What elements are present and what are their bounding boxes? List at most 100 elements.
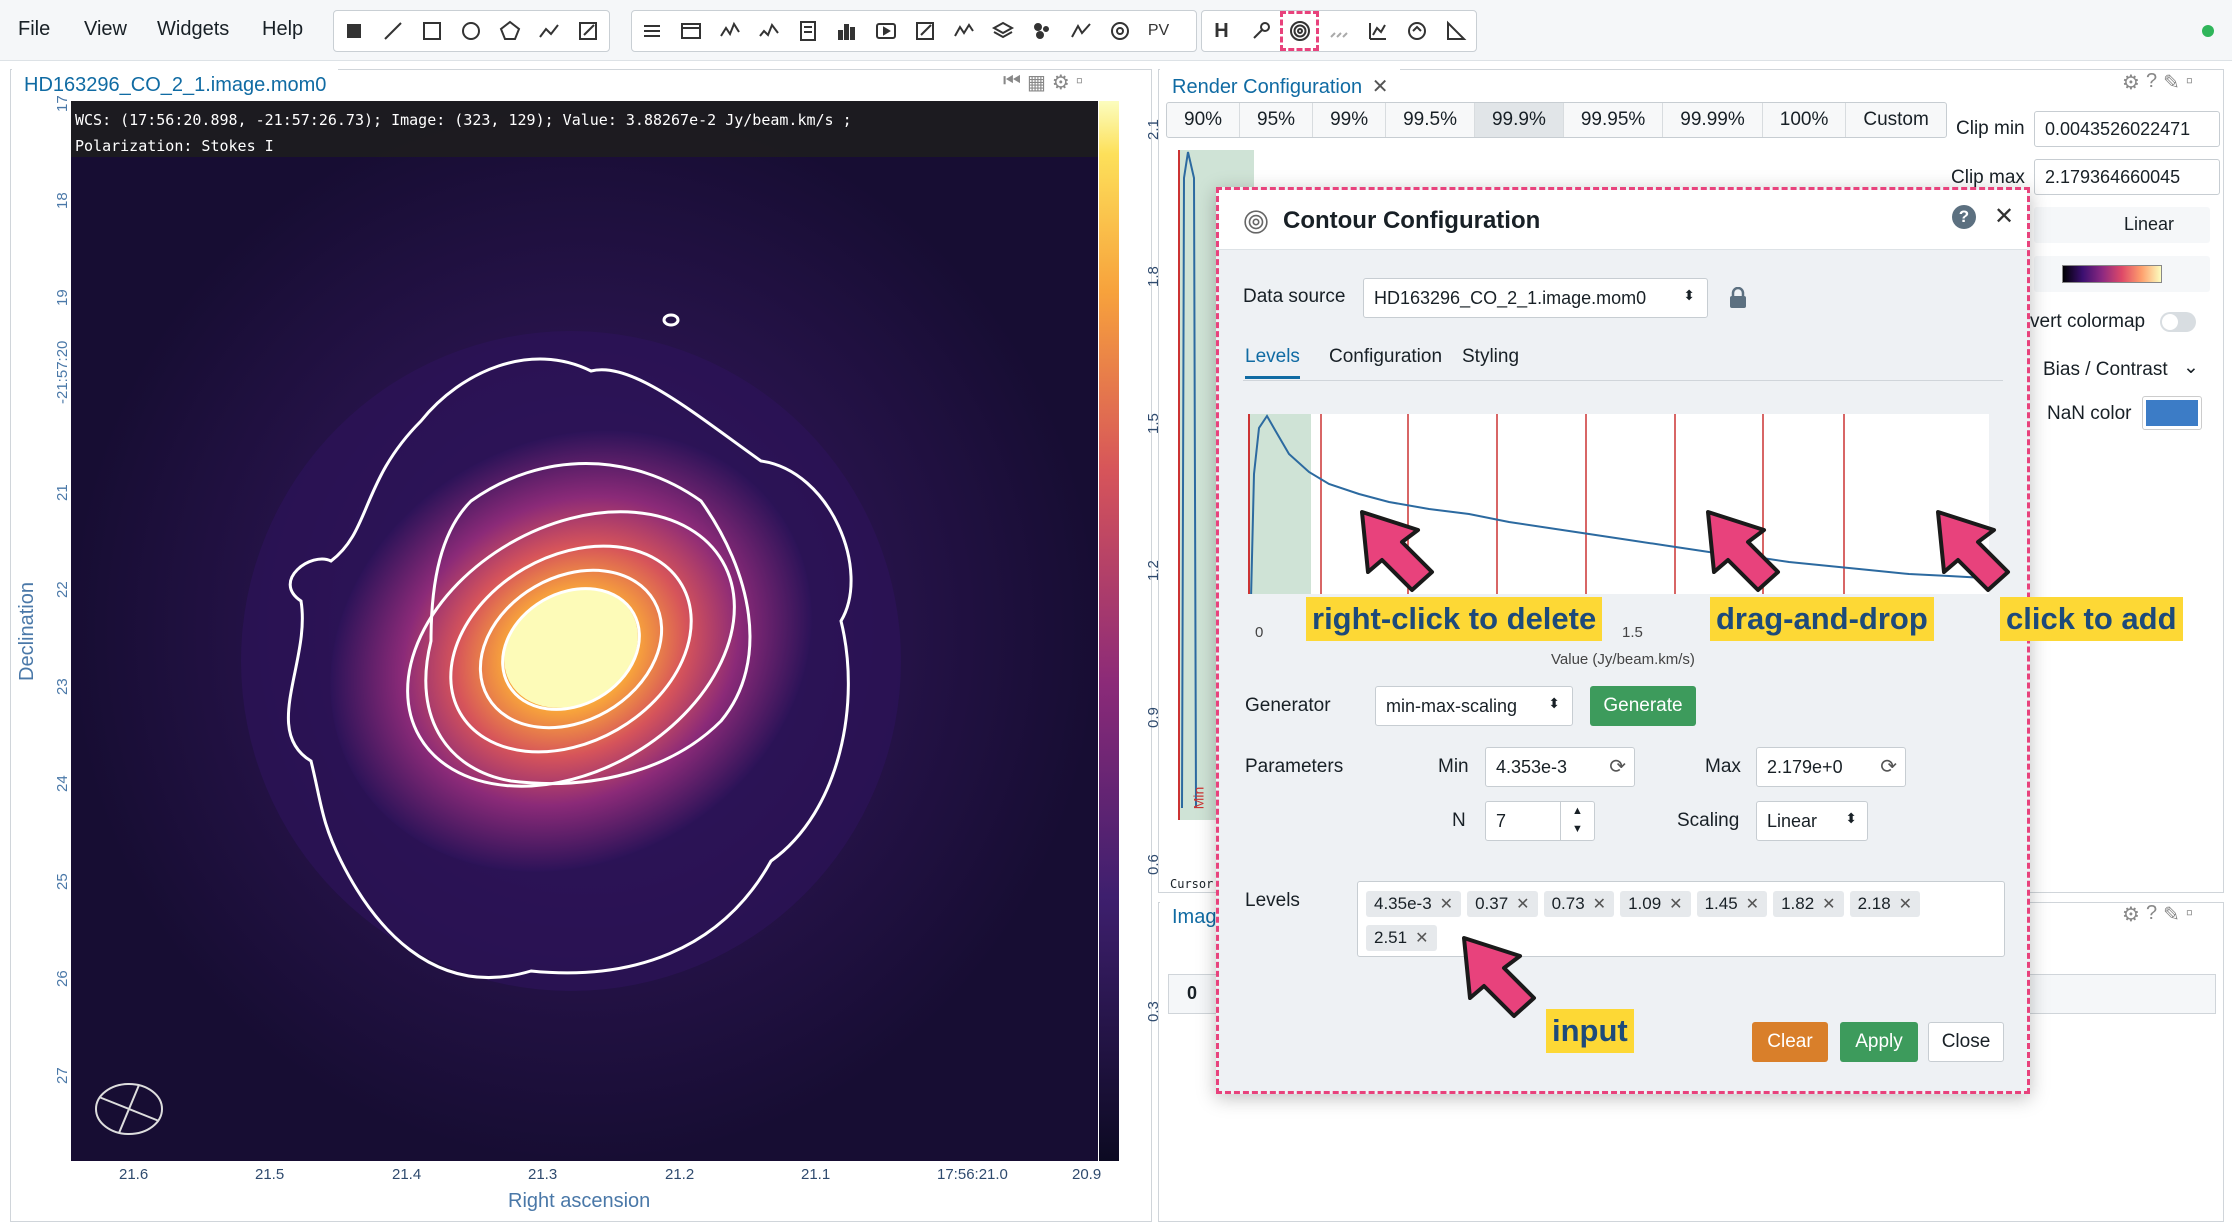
maximize-icon[interactable]: ▫ [1075, 70, 1083, 92]
histogram-icon[interactable] [827, 11, 866, 51]
level-tag[interactable]: 0.37 ✕ [1467, 891, 1538, 917]
menu-widgets[interactable]: Widgets [157, 18, 230, 40]
colormap-select[interactable] [2034, 256, 2210, 292]
maximize-icon[interactable]: ▫ [2185, 902, 2193, 924]
help-icon[interactable]: ? [2145, 902, 2158, 924]
file-header-icon[interactable] [671, 11, 710, 51]
vector-overlay-icon[interactable] [1319, 11, 1358, 51]
first-frame-icon[interactable]: ⏮ [1003, 70, 1021, 92]
pin-icon[interactable]: ✎ [2163, 72, 2180, 94]
moment-generator-icon[interactable] [1397, 11, 1436, 51]
n-stepper[interactable]: 7 ▲ ▼ [1485, 801, 1595, 841]
contour-config-icon[interactable] [1280, 11, 1319, 51]
remove-icon[interactable]: ✕ [1745, 896, 1760, 913]
levels-histogram[interactable] [1239, 414, 2019, 594]
grid-layout-icon[interactable]: ▦ [1027, 72, 1046, 94]
help-icon[interactable]: ? [1952, 205, 1976, 229]
remove-icon[interactable]: ✕ [1898, 896, 1913, 913]
levels-tag-input[interactable]: 4.35e-3 ✕ 0.37 ✕ 0.73 ✕ 1.09 ✕ 1.45 ✕ 1.82 ✕ 2.18 ✕ 2.… [1357, 881, 2005, 957]
wrench-icon[interactable] [1241, 11, 1280, 51]
menu-file[interactable]: File [18, 18, 51, 40]
animator-icon[interactable] [866, 11, 905, 51]
tab-configuration[interactable]: Configuration [1329, 346, 1443, 367]
scaling-select[interactable]: Linear [2034, 207, 2210, 243]
statistics-icon[interactable] [788, 11, 827, 51]
rectangle-tool-icon[interactable] [412, 11, 451, 51]
menu-view[interactable]: View [84, 18, 127, 40]
percentile-button[interactable]: 99.99% [1663, 103, 1763, 137]
lock-icon[interactable] [1728, 287, 1748, 309]
pin-icon[interactable]: ✎ [2163, 904, 2180, 926]
level-tag[interactable]: 0.73 ✕ [1543, 891, 1615, 917]
region-list-icon[interactable] [905, 11, 944, 51]
ellipse-tool-icon[interactable] [451, 11, 490, 51]
spectral-analysis-icon[interactable] [1061, 11, 1100, 51]
remove-icon[interactable]: ✕ [1592, 896, 1607, 913]
bias-contrast-label[interactable]: Bias / Contrast [2043, 359, 2168, 380]
percentile-button[interactable]: 95% [1240, 103, 1314, 137]
max-input[interactable]: 2.179e+0 ⟳ [1756, 747, 1906, 787]
line-tool-icon[interactable] [373, 11, 412, 51]
generate-button[interactable]: Generate [1590, 686, 1696, 726]
distance-measure-icon[interactable] [1436, 11, 1475, 51]
percentile-button[interactable]: 99.95% [1564, 103, 1664, 137]
remove-icon[interactable]: ✕ [1669, 896, 1683, 913]
level-tag[interactable]: 1.09 ✕ [1620, 891, 1691, 917]
spectral-profiler-icon[interactable] [749, 11, 788, 51]
gear-icon[interactable]: ⚙ [2122, 904, 2140, 926]
level-tag[interactable]: 2.51 ✕ [1366, 925, 1437, 951]
level-tag[interactable]: 1.45 ✕ [1696, 891, 1768, 917]
spectral-line-query-icon[interactable] [944, 11, 983, 51]
refresh-icon[interactable]: ⟳ [1880, 756, 1897, 778]
clear-button[interactable]: Clear [1752, 1022, 1828, 1062]
menu-help[interactable]: Help [262, 18, 304, 40]
stepper-arrows-icon[interactable]: ▲ ▼ [1560, 802, 1594, 840]
level-tag[interactable]: 1.82 ✕ [1773, 891, 1844, 917]
sky-image[interactable] [71, 101, 1098, 1161]
polyline-tool-icon[interactable] [529, 11, 568, 51]
tab-styling[interactable]: Styling [1462, 346, 1520, 367]
hips-button[interactable]: H [1214, 19, 1229, 42]
spatial-profiler-icon[interactable] [710, 11, 749, 51]
nan-color-picker[interactable] [2142, 396, 2202, 430]
stokes-analysis-icon[interactable] [1100, 11, 1139, 51]
remove-icon[interactable]: ✕ [1516, 896, 1530, 913]
close-button[interactable]: Close [1928, 1022, 2004, 1062]
percentile-button[interactable]: 90% [1167, 103, 1241, 137]
maximize-icon[interactable]: ▫ [2185, 70, 2193, 92]
chevron-down-icon[interactable]: ⌄ [2183, 357, 2199, 378]
catalog-icon[interactable] [1022, 11, 1061, 51]
percentile-button-selected[interactable]: 99.9% [1474, 103, 1564, 137]
tab-levels[interactable]: Levels [1245, 346, 1300, 379]
point-tool-icon[interactable] [334, 11, 373, 51]
gear-icon[interactable]: ⚙ [2122, 72, 2140, 94]
remove-icon[interactable]: ✕ [1415, 930, 1429, 947]
level-tag[interactable]: 4.35e-3 ✕ [1366, 891, 1462, 917]
layers-icon[interactable] [983, 11, 1022, 51]
scaling-select[interactable]: Linear ⬍ [1756, 801, 1868, 841]
gear-icon[interactable]: ⚙ [1051, 72, 1070, 94]
data-source-select[interactable]: HD163296_CO_2_1.image.mom0 ⬍ [1363, 278, 1708, 318]
apply-button[interactable]: Apply [1840, 1022, 1918, 1062]
remove-icon[interactable]: ✕ [1439, 896, 1454, 913]
percentile-button[interactable]: 100% [1763, 103, 1847, 137]
percentile-button[interactable]: Custom [1863, 109, 1929, 130]
min-input[interactable]: 4.353e-3 ⟳ [1485, 747, 1635, 787]
refresh-icon[interactable]: ⟳ [1609, 756, 1626, 778]
image-fitting-icon[interactable] [1358, 11, 1397, 51]
invert-colormap-toggle[interactable] [2160, 312, 2196, 332]
close-icon[interactable]: ✕ [1994, 203, 2015, 230]
generator-select[interactable]: min-max-scaling ⬍ [1375, 686, 1573, 726]
layer-list-icon[interactable] [632, 11, 671, 51]
clip-max-input[interactable]: 2.179364660045 [2034, 159, 2220, 195]
level-tag[interactable]: 2.18 ✕ [1849, 891, 1921, 917]
percentile-button[interactable]: 99.5% [1386, 103, 1475, 137]
clip-min-input[interactable]: 0.0043526022471 [2034, 111, 2220, 147]
close-icon[interactable]: ✕ [1371, 76, 1389, 98]
pv-generator-button[interactable]: PV [1147, 22, 1170, 39]
render-config-tab[interactable]: Render Configuration ✕ [1160, 68, 1401, 102]
help-icon[interactable]: ? [2145, 70, 2158, 92]
polygon-tool-icon[interactable] [490, 11, 529, 51]
annotation-tool-icon[interactable] [568, 11, 607, 51]
remove-icon[interactable]: ✕ [1822, 896, 1836, 913]
